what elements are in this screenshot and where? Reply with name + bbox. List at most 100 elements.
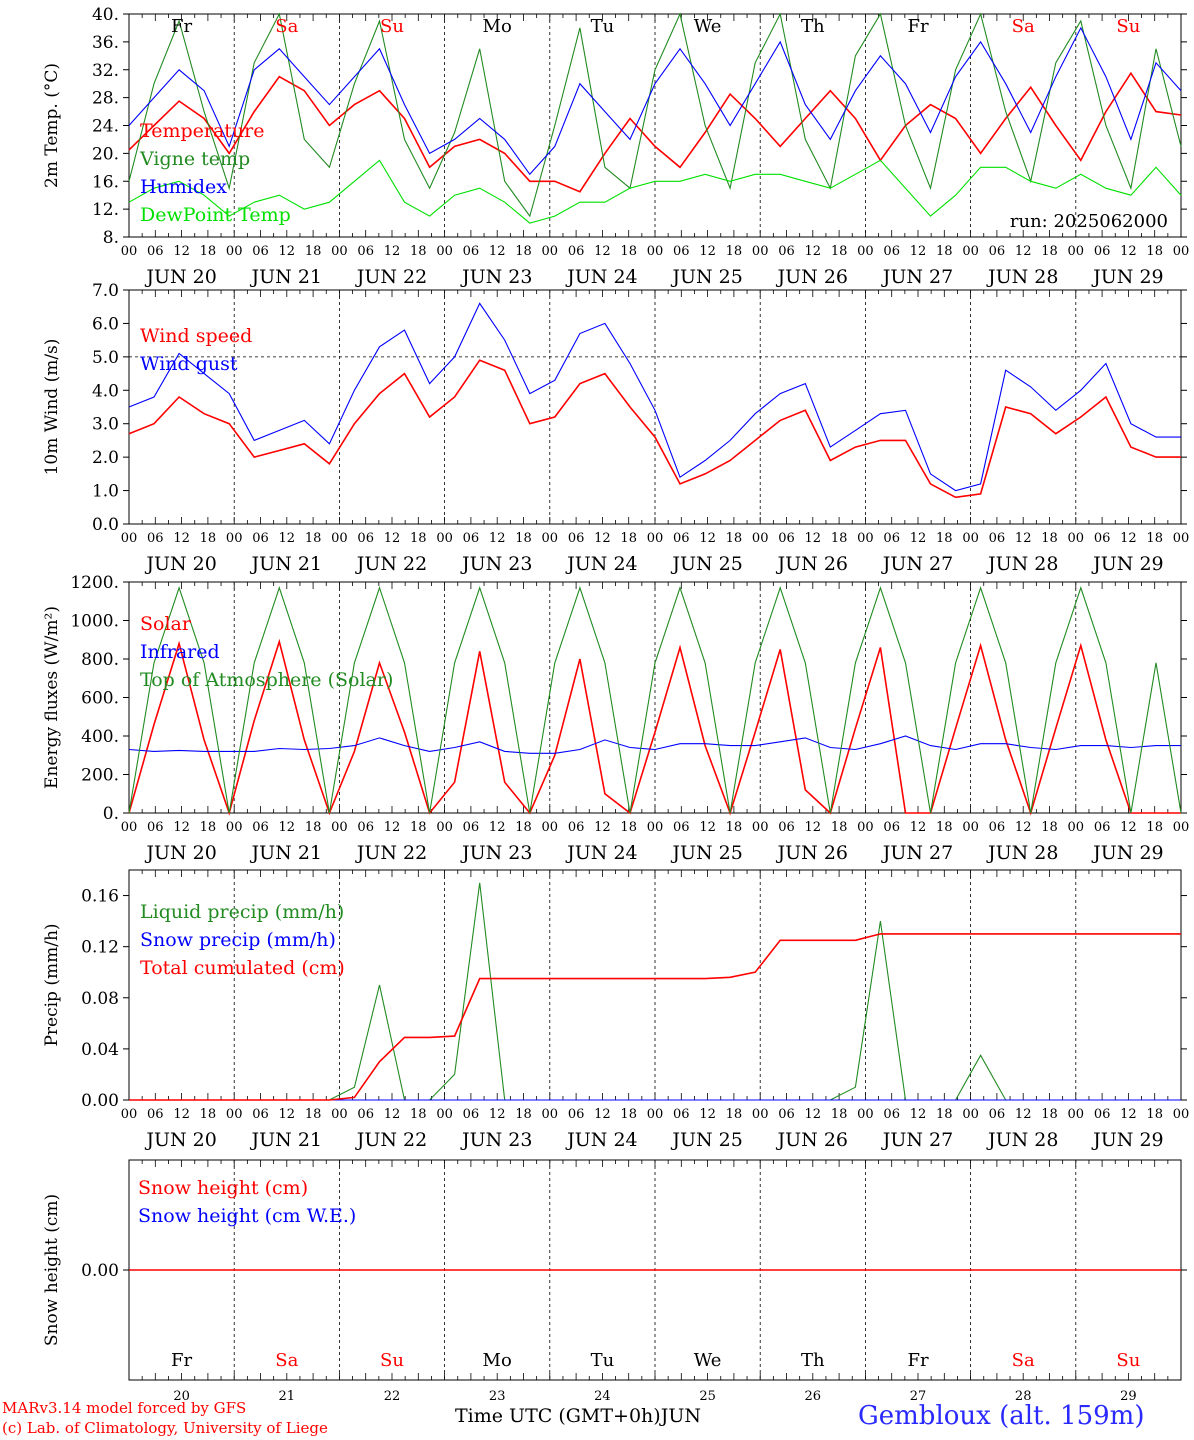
- day-number-label: 28: [1015, 1389, 1032, 1404]
- weekday-label-bottom: Su: [380, 1350, 404, 1371]
- hour-tick-label: 18: [515, 820, 532, 835]
- hour-tick-label: 18: [410, 244, 427, 259]
- weekday-label-top: Tu: [591, 16, 615, 37]
- series-line-temperature: [128, 71, 1182, 193]
- y-tick-label: 0.08: [81, 989, 119, 1009]
- day-label: JUN 29: [1091, 553, 1163, 575]
- legend-entry: DewPoint Temp: [140, 204, 291, 226]
- hour-tick-label: 06: [147, 244, 164, 259]
- hour-tick-label: 12: [173, 531, 190, 546]
- hour-tick-label: 12: [805, 1107, 822, 1122]
- day-label: JUN 20: [144, 1129, 216, 1151]
- day-number-label: 22: [384, 1389, 401, 1404]
- hour-tick-label: 12: [279, 820, 296, 835]
- hour-tick-label: 06: [1094, 820, 1111, 835]
- hour-tick-label: 18: [620, 244, 637, 259]
- weekday-label-top: Th: [801, 16, 825, 37]
- hour-tick-label: 00: [857, 531, 874, 546]
- weekday-label-bottom: Mo: [483, 1350, 512, 1371]
- hour-tick-label: 06: [883, 1107, 900, 1122]
- weekday-label-top: Sa: [275, 16, 298, 37]
- legend-entry: Wind gust: [140, 353, 238, 375]
- hour-tick-label: 06: [357, 244, 374, 259]
- y-tick-label: 1.0: [92, 482, 119, 502]
- hour-tick-label: 12: [699, 820, 716, 835]
- weekday-label-bottom: We: [694, 1350, 722, 1371]
- hour-tick-label: 06: [778, 531, 795, 546]
- hour-tick-label: 06: [883, 531, 900, 546]
- hour-tick-label: 00: [331, 531, 348, 546]
- hour-tick-label: 18: [410, 820, 427, 835]
- legend-entry: Solar: [140, 613, 192, 635]
- legend-entry: Liquid precip (mm/h): [140, 901, 344, 923]
- series-line-total-cumulated-cm-: [129, 933, 1181, 1101]
- hour-tick-label: 06: [1094, 244, 1111, 259]
- hour-tick-label: 06: [883, 820, 900, 835]
- day-label: JUN 23: [460, 266, 532, 288]
- y-tick-label: 40.: [92, 5, 119, 25]
- weekday-label-bottom: Th: [801, 1350, 825, 1371]
- day-number-label: 21: [279, 1389, 296, 1404]
- hour-tick-label: 06: [778, 244, 795, 259]
- hour-tick-label: 00: [752, 531, 769, 546]
- day-label: JUN 21: [250, 553, 322, 575]
- y-axis-title: Snow height (cm): [42, 1194, 62, 1346]
- day-label: JUN 29: [1091, 842, 1163, 864]
- hour-tick-label: 06: [1094, 531, 1111, 546]
- y-tick-label: 20.: [92, 144, 119, 164]
- day-label: JUN 21: [250, 842, 322, 864]
- day-label: JUN 25: [670, 266, 742, 288]
- run-annotation: run: 2025062000: [1010, 211, 1168, 232]
- hour-tick-label: 12: [1120, 820, 1137, 835]
- y-axis-title: Precip (mm/h): [42, 923, 62, 1046]
- hour-tick-label: 00: [331, 244, 348, 259]
- hour-tick-label: 18: [726, 820, 743, 835]
- hour-tick-label: 12: [910, 1107, 927, 1122]
- hour-tick-label: 12: [594, 531, 611, 546]
- hour-tick-label: 00: [436, 531, 453, 546]
- hour-tick-label: 18: [200, 531, 217, 546]
- hour-tick-label: 18: [936, 820, 953, 835]
- hour-tick-label: 06: [147, 820, 164, 835]
- day-number-label: 29: [1120, 1389, 1137, 1404]
- hour-tick-label: 12: [910, 244, 927, 259]
- y-tick-label: 0.16: [81, 887, 119, 907]
- hour-tick-label: 18: [936, 244, 953, 259]
- y-tick-label: 200.: [81, 766, 119, 786]
- hour-tick-label: 12: [173, 1107, 190, 1122]
- day-number-label: 26: [805, 1389, 822, 1404]
- weekday-label-top: Su: [1116, 16, 1140, 37]
- day-label: JUN 26: [776, 842, 848, 864]
- hour-tick-label: 00: [1068, 244, 1085, 259]
- hour-tick-label: 18: [1041, 531, 1058, 546]
- weekday-label-top: Fr: [171, 16, 192, 37]
- day-label: JUN 24: [565, 266, 637, 288]
- y-tick-label: 0.12: [81, 938, 119, 958]
- hour-tick-label: 18: [1041, 1107, 1058, 1122]
- series-line-solar: [128, 638, 1181, 816]
- weekday-label-bottom: Fr: [171, 1350, 192, 1371]
- hour-tick-label: 18: [936, 1107, 953, 1122]
- hour-tick-label: 18: [515, 244, 532, 259]
- day-label: JUN 25: [670, 553, 742, 575]
- series-line-humidex: [128, 26, 1182, 176]
- hour-tick-label: 12: [910, 820, 927, 835]
- y-tick-label: 0.: [103, 804, 119, 824]
- day-label: JUN 27: [881, 266, 953, 288]
- hour-tick-label: 12: [594, 1107, 611, 1122]
- hour-tick-label: 12: [279, 531, 296, 546]
- hour-tick-label: 06: [673, 1107, 690, 1122]
- hour-tick-label: 00: [857, 1107, 874, 1122]
- y-tick-label: 4.0: [92, 381, 119, 401]
- y-tick-label: 24.: [92, 117, 119, 137]
- y-tick-label: 12.: [92, 200, 119, 220]
- weekday-label-bottom: Su: [1116, 1350, 1140, 1371]
- series-line-wind-gust: [128, 302, 1181, 492]
- hour-tick-label: 00: [1173, 820, 1190, 835]
- legend-entry: Top of Atmosphere (Solar): [140, 669, 393, 691]
- hour-tick-label: 06: [252, 820, 269, 835]
- hour-tick-label: 18: [1146, 820, 1163, 835]
- day-label: JUN 22: [355, 553, 427, 575]
- day-label: JUN 28: [986, 266, 1058, 288]
- hour-tick-label: 00: [331, 1107, 348, 1122]
